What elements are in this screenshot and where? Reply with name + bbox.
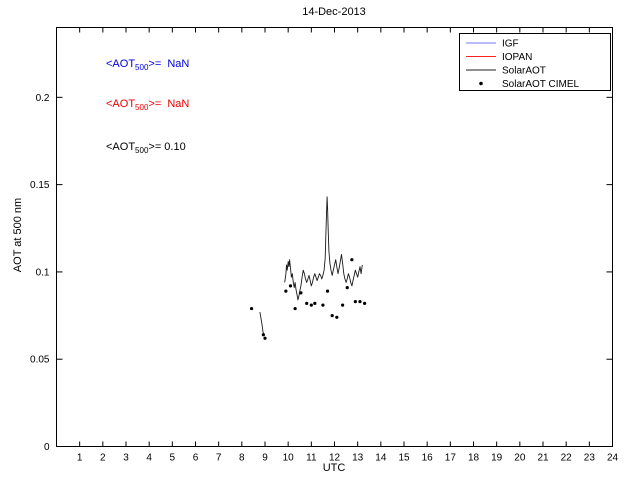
annotation-subscript: 500	[135, 103, 149, 113]
y-axis-ticks: 0 0.05 0.1 0.15 0.2	[30, 93, 613, 453]
x-tick-label: 2	[100, 453, 106, 464]
x-tick-label: 5	[170, 453, 176, 464]
annotation-subscript: 500	[135, 146, 149, 156]
annotation-text: <AOT	[106, 58, 136, 70]
x-tick-label: 19	[491, 453, 503, 464]
annotation-mean-iopan: <AOT500>= NaN	[106, 98, 189, 112]
x-axis-label: UTC	[322, 462, 346, 474]
x-tick-label: 6	[193, 453, 199, 464]
annotation-subscript: 500	[135, 63, 149, 73]
solaraot-line	[259, 312, 265, 335]
cimel-point	[299, 291, 303, 295]
annotation-text: <AOT	[106, 141, 136, 153]
x-tick-label: 7	[216, 453, 222, 464]
cimel-point	[288, 284, 293, 288]
x-tick-label: 11	[306, 453, 317, 464]
cimel-point	[358, 299, 362, 304]
x-tick-label: 13	[352, 453, 364, 464]
legend-label: SolarAOT	[502, 66, 546, 77]
cimel-points	[249, 258, 367, 340]
cimel-point	[284, 289, 288, 293]
cimel-point	[309, 303, 313, 307]
legend: IGF IOPAN SolarAOT SolarAOT CIMEL	[459, 33, 611, 91]
cimel-point	[313, 301, 317, 305]
y-tick-label: 0.15	[30, 180, 50, 191]
cimel-point	[330, 313, 334, 318]
x-tick-label: 1	[77, 453, 83, 464]
y-tick-label: 0.2	[36, 93, 50, 104]
cimel-point	[341, 303, 345, 307]
cimel-point	[261, 333, 265, 337]
cimel-point	[350, 258, 354, 262]
cimel-point	[249, 306, 254, 311]
x-tick-label: 16	[422, 453, 434, 464]
x-axis-ticks: 1 2 3 4 5 6 7 8 9 10 11 12 13 14 15 16 17 18 19 20 21 22 23 24	[77, 27, 619, 464]
x-tick-label: 10	[283, 453, 295, 464]
x-tick-label: 3	[123, 453, 129, 464]
x-tick-label: 21	[537, 453, 549, 464]
annotation-text: >= 0.10	[148, 141, 186, 153]
x-tick-label: 18	[468, 453, 480, 464]
y-axis-label: AOT at 500 nm	[12, 197, 24, 273]
axes-box	[56, 27, 613, 447]
x-tick-label: 4	[146, 453, 152, 464]
cimel-point	[335, 315, 339, 319]
cimel-point	[293, 306, 297, 311]
legend-label: IGF	[502, 39, 519, 50]
legend-label: SolarAOT CIMEL	[502, 79, 579, 90]
legend-label: IOPAN	[502, 52, 532, 63]
y-tick-label: 0	[44, 442, 50, 453]
annotation-mean-igf: <AOT500>= NaN	[106, 58, 189, 72]
x-tick-label: 14	[375, 453, 387, 464]
cimel-point	[363, 301, 367, 305]
annotation-text: >= NaN	[148, 58, 190, 70]
cimel-point	[263, 336, 267, 340]
x-tick-label: 24	[607, 453, 619, 464]
solaraot-line	[284, 196, 363, 301]
legend-marker-dot	[479, 81, 483, 86]
cimel-point	[345, 286, 349, 290]
cimel-point	[321, 303, 325, 307]
x-tick-label: 12	[329, 453, 341, 464]
cimel-point	[353, 299, 357, 304]
x-tick-label: 8	[239, 453, 245, 464]
cimel-point	[305, 301, 309, 305]
annotation-text: >= NaN	[148, 98, 190, 110]
x-tick-label: 20	[514, 453, 526, 464]
x-tick-label: 9	[262, 453, 268, 464]
x-tick-label: 15	[398, 453, 410, 464]
annotation-text: <AOT	[106, 98, 136, 110]
y-tick-label: 0.1	[36, 267, 50, 278]
x-tick-label: 23	[584, 453, 596, 464]
x-tick-label: 17	[445, 453, 457, 464]
annotation-mean-solaraot: <AOT500>= 0.10	[106, 141, 186, 155]
chart-title: 14-Dec-2013	[302, 6, 366, 18]
y-tick-label: 0.05	[30, 355, 50, 366]
x-tick-label: 22	[561, 453, 573, 464]
cimel-point	[325, 289, 330, 293]
